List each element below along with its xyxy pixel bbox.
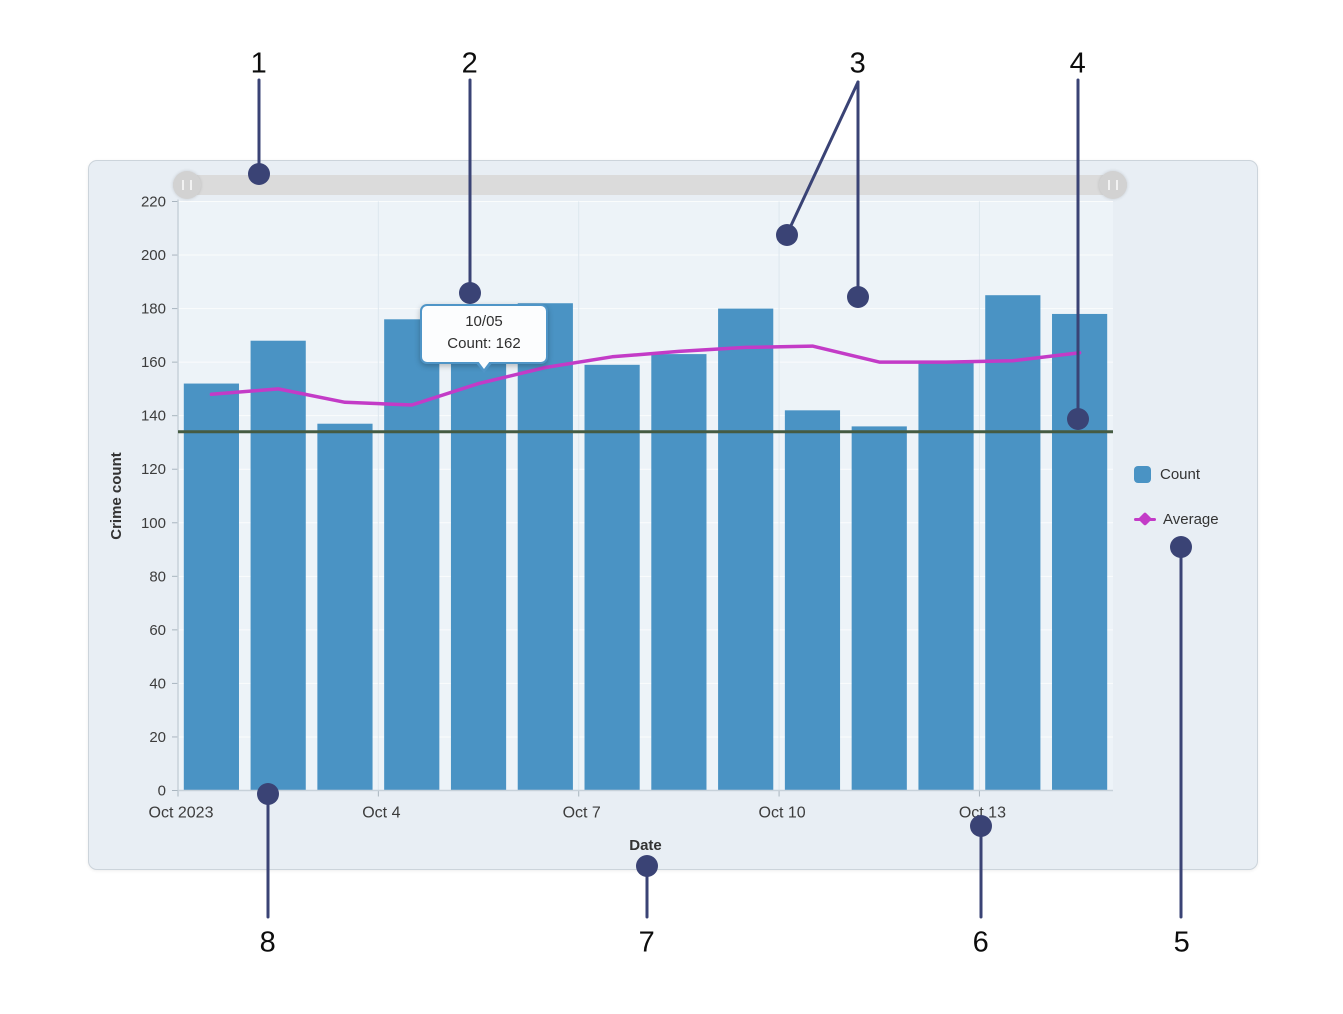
grip-icon (182, 180, 192, 190)
chart-card: 10/05 Count: 162 Count Average (88, 160, 1258, 870)
average-line-icon (1134, 511, 1156, 528)
callout-number-6: 6 (972, 926, 990, 959)
callout-number-8: 8 (259, 926, 277, 959)
callout-number-7: 7 (638, 926, 656, 959)
callout-number-4: 4 (1069, 47, 1087, 80)
scrollbar-track[interactable] (173, 175, 1127, 195)
tooltip-date: 10/05 (465, 313, 503, 330)
tooltip-value: Count: 162 (447, 334, 521, 352)
legend: Count Average (1134, 463, 1219, 553)
callout-number-3: 3 (849, 47, 867, 80)
legend-label-average: Average (1163, 510, 1219, 528)
callout-number-1: 1 (250, 47, 268, 80)
scrollbar-left-handle[interactable] (173, 171, 201, 199)
count-swatch-icon (1134, 465, 1151, 483)
scrollbar-right-handle[interactable] (1099, 171, 1127, 199)
legend-item-count[interactable]: Count (1134, 463, 1219, 485)
legend-label-count: Count (1160, 465, 1201, 483)
callout-number-2: 2 (461, 47, 479, 80)
legend-item-average[interactable]: Average (1134, 508, 1219, 530)
callout-number-5: 5 (1173, 926, 1191, 959)
grip-icon (1108, 180, 1118, 190)
chart-tooltip: 10/05 Count: 162 (420, 304, 548, 373)
